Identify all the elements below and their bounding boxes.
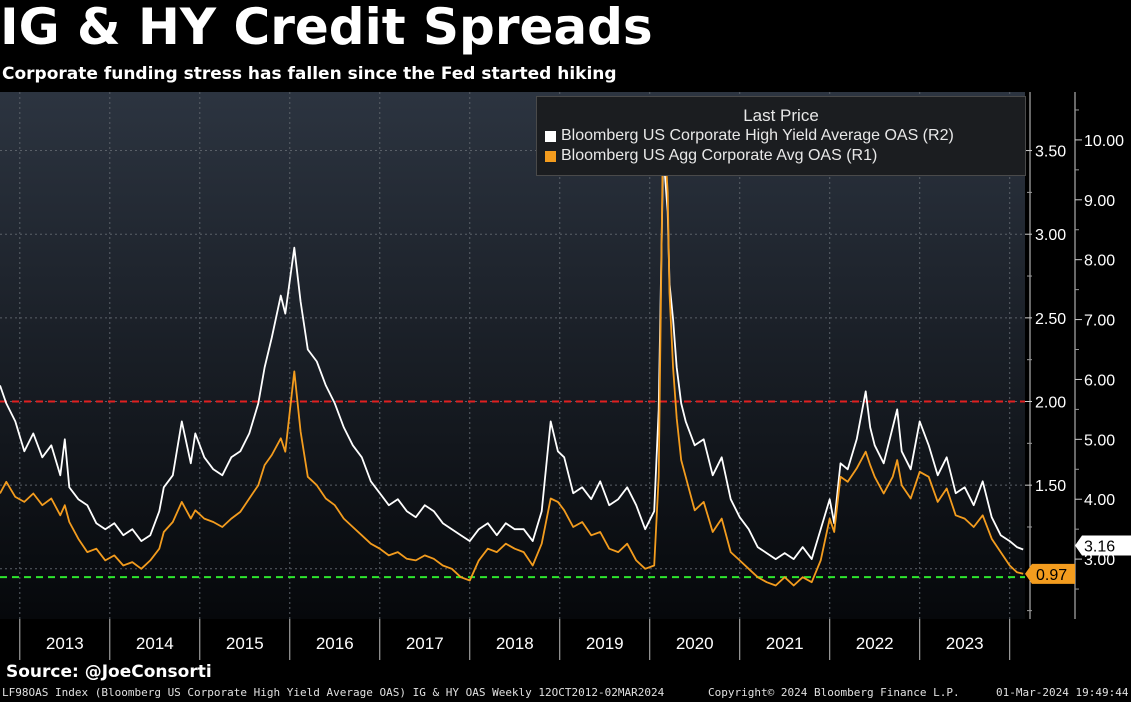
x-tick-label: 2021 — [766, 634, 804, 653]
chart-title: IG & HY Credit Spreads — [0, 0, 653, 56]
legend-swatch-ig — [545, 150, 556, 162]
r2-tick-label: 10.00 — [1084, 133, 1124, 150]
r1-tick-label: 3.00 — [1035, 227, 1066, 244]
x-tick-label: 2017 — [406, 634, 444, 653]
x-tick-label: 2018 — [496, 634, 534, 653]
series-line-hy — [0, 151, 1024, 561]
r2-tick-label: 4.00 — [1084, 492, 1115, 509]
x-axis: 2013 2014 2015 2016 2017 2018 2019 2020 2021 2022… — [0, 619, 1025, 660]
x-tick-label: 2020 — [676, 634, 714, 653]
plot-background — [0, 92, 1025, 619]
footer-timestamp: 01-Mar-2024 19:49:44 — [996, 686, 1129, 699]
r2-tick-label: 3.00 — [1084, 552, 1115, 569]
series-lines — [0, 116, 1024, 587]
last-value-tag-ig — [1025, 563, 1075, 584]
x-tick-label: 2016 — [316, 634, 354, 653]
r1-tick-label: 3.50 — [1035, 144, 1066, 161]
r2-tick-label: 8.00 — [1084, 253, 1115, 270]
r2-tick-label: 7.00 — [1084, 313, 1115, 330]
chart-area: 2013 2014 2015 2016 2017 2018 2019 2020 2021 2022… — [0, 92, 1131, 660]
legend-swatch-hy — [545, 130, 556, 142]
r1-tick-label: 1.50 — [1035, 478, 1066, 495]
last-value-tags: 0.97 3.16 — [1025, 535, 1131, 584]
x-tick-label: 2015 — [226, 634, 264, 653]
last-value-label-hy: 3.16 — [1084, 539, 1115, 556]
right-axis-r1: 1.50 2.00 2.50 3.00 3.50 — [1025, 92, 1066, 619]
legend-label-hy: Bloomberg US Corporate High Yield Averag… — [561, 127, 954, 144]
r2-tick-label: 6.00 — [1084, 372, 1115, 389]
legend: Last Price Bloomberg US Corporate High Y… — [536, 96, 1026, 176]
last-value-label-ig: 0.97 — [1036, 567, 1067, 584]
legend-item-ig: Bloomberg US Agg Corporate Avg OAS (R1) — [545, 146, 1025, 166]
footer-index-info: LF98OAS Index (Bloomberg US Corporate Hi… — [2, 686, 665, 699]
chart-subtitle: Corporate funding stress has fallen sinc… — [2, 64, 617, 84]
footer-copyright: Copyright© 2024 Bloomberg Finance L.P. — [708, 686, 960, 699]
x-tick-label: 2014 — [136, 634, 174, 653]
series-line-ig — [0, 116, 1024, 587]
x-tick-label: 2019 — [586, 634, 624, 653]
x-axis-band — [0, 619, 1025, 660]
r2-tick-label: 9.00 — [1084, 193, 1115, 210]
legend-title: Last Price — [743, 106, 819, 125]
r2-tick-label: 5.00 — [1084, 432, 1115, 449]
right-axis-r2: 3.00 4.00 5.00 6.00 7.00 8.00 9.00 10.00 — [1074, 92, 1124, 619]
x-tick-label: 2023 — [946, 634, 984, 653]
x-tick-label: 2013 — [46, 634, 84, 653]
x-tick-label: 2022 — [856, 634, 894, 653]
r1-tick-label: 2.50 — [1035, 311, 1066, 328]
source-credit: Source: @JoeConsorti — [6, 662, 212, 682]
last-value-tag-hy — [1075, 535, 1131, 556]
legend-label-ig: Bloomberg US Agg Corporate Avg OAS (R1) — [561, 147, 878, 164]
reference-lines — [0, 400, 1025, 579]
legend-item-hy: Bloomberg US Corporate High Yield Averag… — [545, 126, 1025, 146]
r1-tick-label: 2.00 — [1035, 395, 1066, 412]
